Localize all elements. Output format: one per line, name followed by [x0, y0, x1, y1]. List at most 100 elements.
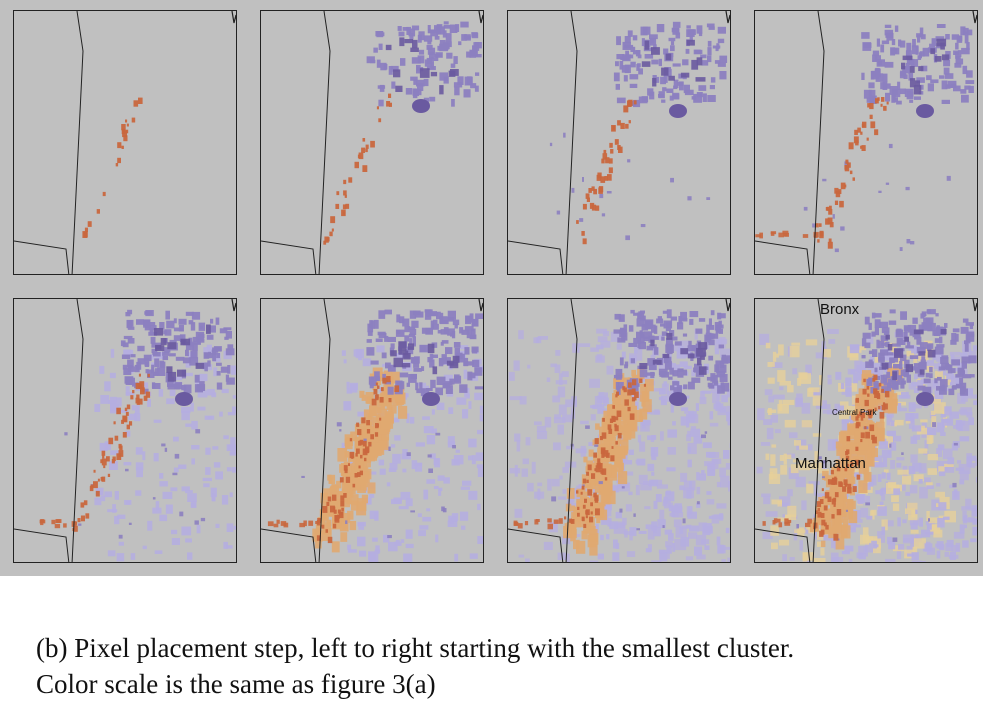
pixel-cluster-purple	[669, 95, 674, 101]
pixel-cluster-orange	[332, 523, 337, 529]
pixel-cluster-purple	[437, 330, 442, 334]
pixel-cluster-purple	[367, 330, 373, 336]
pixel-cluster-orange	[883, 105, 887, 111]
pixel-cluster-orange	[876, 393, 880, 398]
pixel-cluster-purple	[863, 89, 872, 99]
pixel-cluster-purple	[632, 50, 640, 55]
pixel-cluster-purple	[441, 340, 449, 344]
pixel-cluster-orange	[623, 105, 629, 113]
pixel-cluster-purple	[649, 34, 658, 40]
pixel-cluster-orange	[517, 523, 523, 529]
pixel-cluster-light	[468, 438, 477, 448]
pixel-cluster-orange	[299, 522, 305, 528]
pixel-cluster-light	[919, 517, 923, 527]
pixel-cluster-light	[645, 548, 651, 553]
pixel-cluster-orange-light	[624, 429, 632, 440]
pixel-cluster-orange-light	[377, 408, 387, 423]
pixel-cluster-purple	[641, 324, 649, 331]
pixel-cluster-orange	[358, 465, 361, 469]
pixel-cluster-orange	[377, 385, 380, 389]
pixel-cluster-purple	[620, 56, 629, 60]
pixel-cluster-purple	[427, 47, 436, 55]
pixel-cluster-purple	[718, 320, 722, 327]
pixel-cluster-purple	[621, 486, 625, 489]
pixel-cluster-orange-light	[576, 498, 584, 509]
pixel-cluster-purple	[927, 309, 936, 315]
pixel-cluster-light	[603, 501, 612, 511]
pixel-cluster-orange	[126, 123, 129, 127]
pixel-cluster-orange	[111, 459, 115, 464]
pixel-cluster-light	[436, 402, 445, 410]
pixel-cluster-purple-dark	[668, 75, 675, 81]
pixel-cluster-pale	[944, 463, 954, 467]
pixel-cluster-purple-dark	[930, 48, 936, 55]
pixel-cluster-light	[402, 468, 407, 473]
pixel-cluster-purple	[207, 360, 211, 367]
pixel-cluster-orange	[601, 432, 607, 439]
pixel-cluster-light	[667, 429, 677, 438]
pixel-cluster-purple	[945, 34, 950, 40]
pixel-cluster-light	[879, 501, 884, 506]
pixel-cluster-orange	[352, 483, 356, 488]
pixel-cluster-orange	[824, 492, 830, 499]
pixel-cluster-purple	[444, 357, 451, 364]
pixel-cluster-purple	[367, 323, 374, 333]
pixel-cluster-purple	[157, 367, 166, 376]
pixel-cluster-purple	[931, 38, 937, 47]
pixel-cluster-orange-light	[376, 407, 382, 414]
pixel-cluster-light	[527, 482, 534, 492]
pixel-cluster-light	[613, 523, 626, 534]
pixel-cluster-light	[516, 440, 521, 452]
pixel-cluster-pale	[890, 342, 896, 353]
pixel-cluster-light	[543, 541, 553, 550]
pixel-cluster-orange	[590, 511, 593, 515]
pixel-cluster-light	[601, 408, 610, 412]
pixel-cluster-light	[181, 410, 190, 421]
pixel-cluster-light	[346, 387, 353, 394]
pixel-cluster-purple	[473, 42, 480, 51]
pixel-cluster-pale	[895, 391, 906, 395]
pixel-cluster-light	[118, 409, 129, 413]
pixel-cluster-light	[931, 363, 941, 370]
pixel-cluster-purple-dark	[901, 62, 906, 70]
pixel-cluster-light	[702, 442, 712, 449]
pixel-cluster-light	[462, 480, 472, 486]
pixel-cluster-purple	[957, 50, 962, 57]
pixel-cluster-purple	[549, 142, 553, 147]
pixel-cluster-light	[117, 514, 126, 519]
pixel-cluster-purple	[698, 85, 707, 91]
pixel-cluster-light	[135, 447, 143, 455]
pixel-cluster-orange-light	[331, 500, 338, 509]
pixel-cluster-purple	[409, 328, 417, 336]
pixel-cluster-orange	[883, 403, 888, 410]
pixel-cluster-orange-light	[594, 480, 604, 493]
pixel-cluster-purple	[889, 443, 892, 448]
pixel-cluster-light	[232, 395, 236, 399]
pixel-cluster-light	[896, 462, 902, 468]
pixel-cluster-light	[625, 504, 632, 512]
pixel-cluster-purple	[873, 383, 879, 391]
pixel-cluster-light	[947, 457, 955, 465]
pixel-cluster-light	[958, 463, 971, 474]
pixel-cluster-purple	[840, 226, 845, 231]
pixel-cluster-purple	[582, 484, 585, 487]
pixel-cluster-purple	[917, 35, 921, 43]
pixel-cluster-purple	[408, 28, 416, 37]
pixel-cluster-light	[204, 415, 215, 420]
pixel-cluster-light	[924, 477, 931, 483]
pixel-cluster-purple	[619, 329, 627, 337]
pixel-cluster-purple-dark	[419, 68, 430, 78]
map-panel-step-4	[754, 10, 978, 275]
pixel-cluster-pale	[933, 529, 943, 538]
pixel-cluster-orange	[380, 387, 384, 392]
pixel-cluster-orange-light	[607, 431, 614, 442]
pixel-cluster-orange-light	[879, 416, 884, 423]
pixel-cluster-light	[109, 461, 118, 470]
pixel-cluster-orange	[345, 203, 350, 209]
pixel-cluster-purple	[955, 333, 959, 342]
shoreline-east	[478, 11, 483, 24]
pixel-cluster-light	[663, 381, 668, 387]
pixel-cluster-light	[223, 435, 229, 440]
pixel-cluster-purple	[679, 317, 688, 322]
pixel-cluster-orange	[608, 158, 613, 164]
